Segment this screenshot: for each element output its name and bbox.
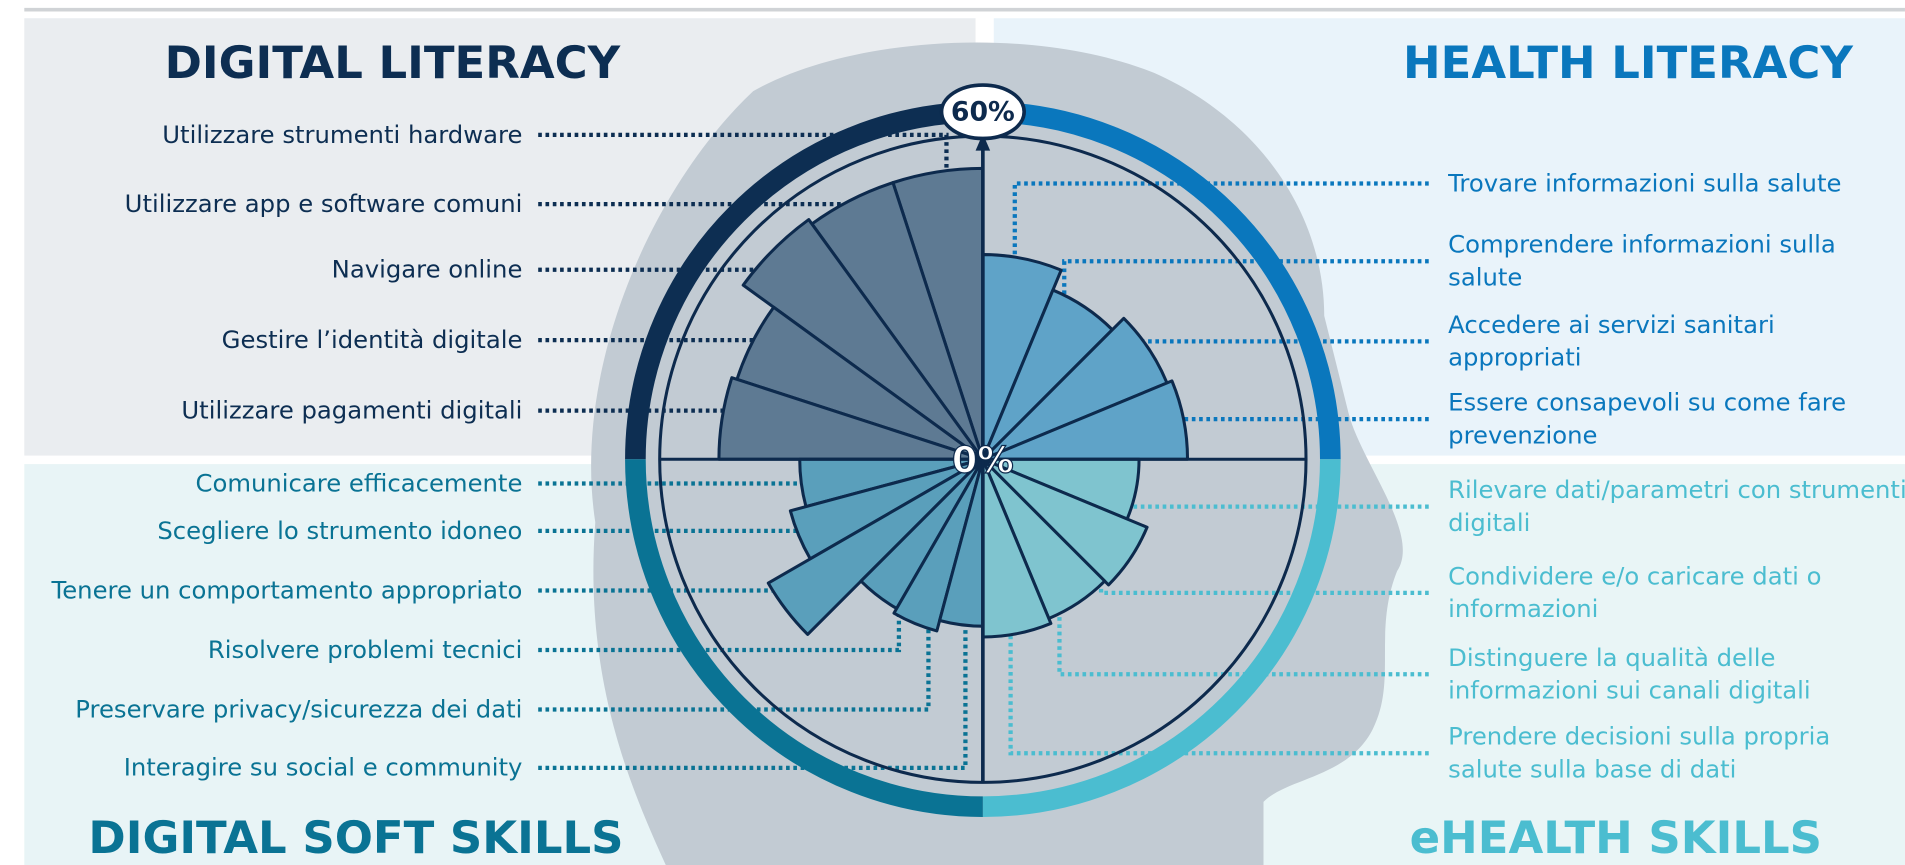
r-tick-label: 0% (952, 439, 1014, 482)
infographic: 60% 0% DIGITAL LITERACY Utilizzare strumen… (0, 0, 1905, 865)
category-label: Prendere decisioni sulla propria salute … (1448, 720, 1905, 786)
category-label: Rilevare dati/parametri con strumenti di… (1448, 474, 1905, 540)
category-label: Condividere e/o caricare dati o informaz… (1448, 560, 1905, 626)
category-label: Comprendere informazioni sulla salute (1448, 228, 1905, 294)
category-label: Navigare online (36, 253, 522, 286)
category-label: Essere consapevoli su come fare prevenzi… (1448, 386, 1905, 452)
category-label: Utilizzare app e software comuni (36, 188, 522, 221)
category-label: Preservare privacy/sicurezza dei dati (36, 693, 522, 726)
category-label: Trovare informazioni sulla salute (1448, 167, 1905, 200)
section-title: DIGITAL LITERACY (0, 34, 878, 92)
category-label: Utilizzare pagamenti digitali (36, 394, 522, 427)
category-label: Tenere un comportamento appropriato (36, 574, 522, 607)
category-label: Gestire l’identità digitale (36, 324, 522, 357)
section-title: DIGITAL SOFT SKILLS (0, 809, 842, 865)
section-title: HEALTH LITERACY (1142, 34, 1905, 92)
category-label: Accedere ai servizi sanitari appropriati (1448, 309, 1905, 375)
category-label: Comunicare efficacemente (36, 467, 522, 500)
section-title: eHEALTH SKILLS (1130, 809, 1905, 865)
category-label: Risolvere problemi tecnici (36, 634, 522, 667)
category-label: Interagire su social e community (36, 751, 522, 784)
category-label: Utilizzare strumenti hardware (36, 118, 522, 151)
category-label: Scegliere lo strumento idoneo (36, 515, 522, 548)
r-tick-label: 60% (951, 96, 1015, 127)
category-label: Distinguere la qualità delle informazion… (1448, 641, 1905, 707)
